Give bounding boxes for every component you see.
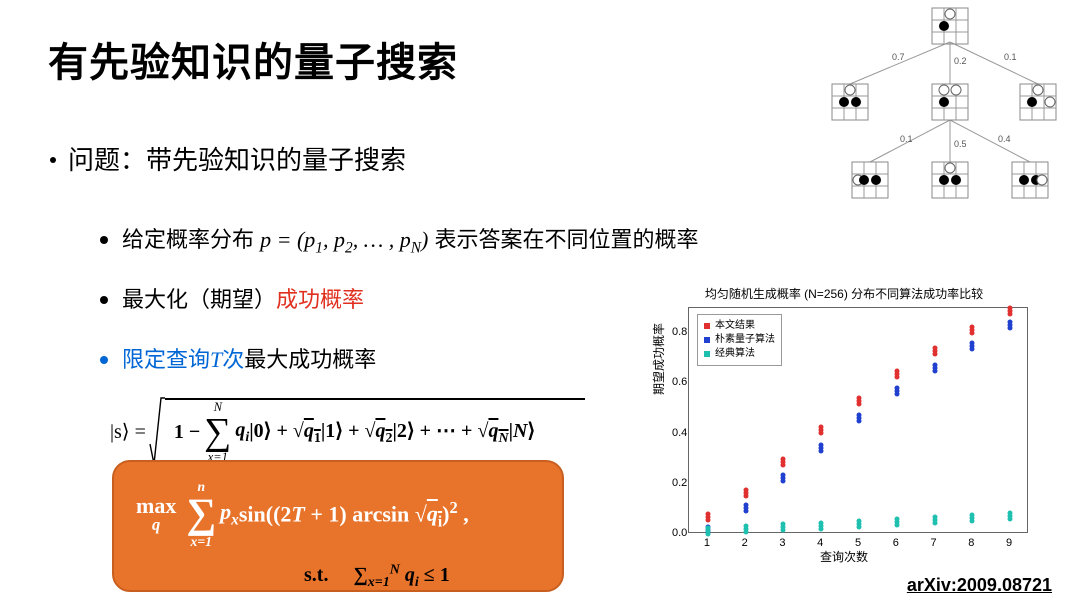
data-point	[819, 442, 824, 447]
data-point	[894, 368, 899, 373]
constraint-blue: 限定查询T次	[122, 347, 244, 372]
slide: 有先验知识的量子搜索 问题：带先验知识的量子搜索 给定概率分布 p = (p1,…	[0, 0, 1080, 602]
data-point	[705, 511, 710, 516]
data-point	[781, 456, 786, 461]
sqrt-icon	[149, 396, 165, 466]
constraint-line: s.t. ∑x=1N qi ≤ 1	[304, 562, 450, 591]
legend-swatch	[704, 323, 710, 329]
bullet-icon	[100, 236, 108, 244]
data-point	[781, 522, 786, 527]
data-point	[932, 346, 937, 351]
tree-node	[832, 84, 868, 120]
data-point	[705, 526, 710, 531]
ytick-label: 0.0	[672, 527, 686, 539]
objective-line: max q n ∑ x=1 px sin((2T + 1) arcsin √qi…	[136, 480, 469, 549]
ytick-label: 0.8	[672, 326, 686, 338]
edge-label: 0.1	[1004, 52, 1017, 62]
chart-plot-area: 本文结果 朴素量子算法 经典算法	[688, 307, 1028, 533]
data-point	[970, 324, 975, 329]
edge-label: 0.7	[892, 52, 905, 62]
data-point	[743, 503, 748, 508]
math-p-vector: p = (p1, p2, … , pN)	[260, 227, 428, 252]
data-point	[1008, 510, 1013, 515]
data-point	[743, 524, 748, 529]
ytick-label: 0.4	[672, 427, 686, 439]
chart-legend: 本文结果 朴素量子算法 经典算法	[697, 314, 782, 366]
sqrt-bar	[165, 398, 585, 399]
tree-node	[932, 84, 968, 120]
data-point	[857, 396, 862, 401]
chart-title: 均匀随机生成概率 (N=256) 分布不同算法成功率比较	[644, 285, 1044, 302]
data-point	[857, 412, 862, 417]
bullet-icon	[50, 157, 56, 163]
data-point	[1008, 319, 1013, 324]
edge-label: 0.5	[954, 139, 967, 149]
tree-node	[1020, 84, 1056, 120]
edge-label: 0.2	[954, 56, 967, 66]
legend-swatch	[704, 351, 710, 357]
data-point	[970, 341, 975, 346]
slide-title: 有先验知识的量子搜索	[48, 30, 458, 88]
optimization-box: max q n ∑ x=1 px sin((2T + 1) arcsin √qi…	[112, 460, 564, 592]
subpoint-maximize: 最大化（期望）成功概率	[100, 282, 364, 314]
legend-swatch	[704, 337, 710, 343]
subpoint-distribution: 给定概率分布 p = (p1, p2, … , pN) 表示答案在不同位置的概率	[100, 222, 698, 257]
edge-label: 0.4	[998, 134, 1011, 144]
ytick-label: 0.2	[672, 477, 686, 489]
problem-heading: 问题：带先验知识的量子搜索	[50, 140, 406, 177]
tree-node	[932, 162, 968, 198]
data-point	[932, 514, 937, 519]
data-point	[819, 520, 824, 525]
edge-label: 0.1	[900, 134, 913, 144]
chart-xlabel: 查询次数	[644, 548, 1044, 565]
ytick-label: 0.6	[672, 376, 686, 388]
subpoint-constraint: 限定查询T次最大成功概率	[100, 342, 376, 374]
data-point	[819, 425, 824, 430]
success-rate-chart: 均匀随机生成概率 (N=256) 分布不同算法成功率比较 期望成功概率 本文结果…	[644, 285, 1044, 565]
data-point	[857, 518, 862, 523]
data-point	[743, 488, 748, 493]
data-point	[894, 516, 899, 521]
bullet-icon	[100, 356, 108, 364]
chart-ylabel: 期望成功概率	[650, 323, 667, 395]
tree-node	[852, 162, 888, 198]
arxiv-link[interactable]: arXiv:2009.08721	[907, 575, 1052, 596]
data-point	[781, 473, 786, 478]
tree-node	[1012, 162, 1048, 198]
sigma-icon: N ∑ x=1	[204, 401, 231, 464]
state-formula: |s⟩ = 1 − N ∑ x=1 qi |0⟩ + √q1|1⟩ + √q2|…	[110, 395, 535, 468]
tree-node	[932, 8, 968, 44]
data-point	[970, 512, 975, 517]
game-tree-diagram: 0.7 0.2 0.1 0.1 0.5 0.4	[800, 2, 1070, 212]
data-point	[1008, 306, 1013, 311]
data-point	[932, 362, 937, 367]
data-point	[894, 386, 899, 391]
bullet-icon	[100, 296, 108, 304]
sigma-icon: n ∑ x=1	[186, 480, 216, 549]
